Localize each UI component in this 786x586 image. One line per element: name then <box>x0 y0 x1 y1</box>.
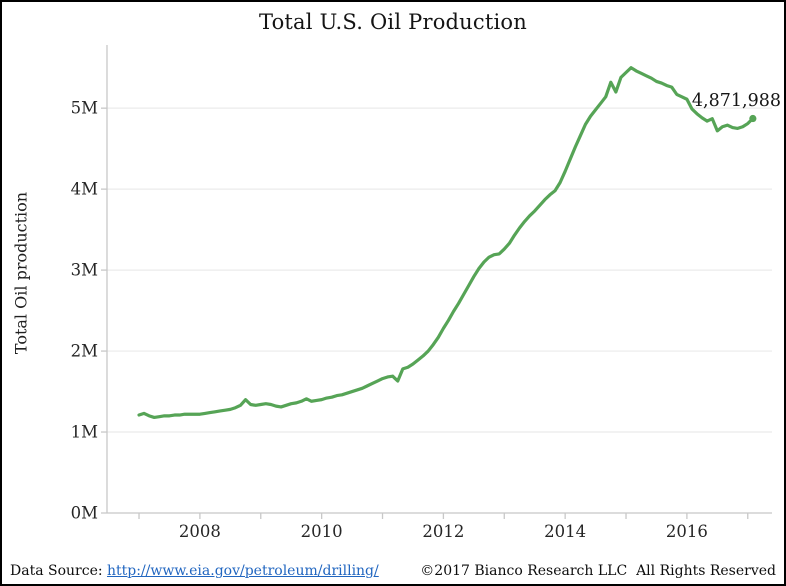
x-tick-label-2012: 2012 <box>422 522 464 541</box>
line-end-marker <box>749 114 757 123</box>
y-tick-label-5M: 5M <box>71 99 98 118</box>
data-source-link[interactable]: http://www.eia.gov/petroleum/drilling/ <box>107 563 379 579</box>
axes <box>106 45 772 514</box>
y-tick-label-2M: 2M <box>71 342 98 361</box>
x-tick-label-2014: 2014 <box>544 522 586 541</box>
last-value-annotation: 4,871,988 <box>691 91 781 111</box>
x-tick-label-2008: 2008 <box>179 522 221 541</box>
production-series <box>137 66 757 420</box>
gridlines <box>107 107 772 433</box>
data-source-prefix: Data Source: <box>10 563 108 579</box>
x-tick-label-2010: 2010 <box>301 522 343 541</box>
y-tick-label-0M: 0M <box>71 504 98 523</box>
y-tick-label-3M: 3M <box>71 261 98 280</box>
data-source: Data Source: http://www.eia.gov/petroleu… <box>10 563 379 579</box>
tick-labels: 2008 2010 2012 2014 2016 0M 1M 2M 3M 4M 5M <box>71 99 708 541</box>
copyright-text: ©2017 Bianco Research LLC All Rights Res… <box>420 563 776 579</box>
chart-title: Total U.S. Oil Production <box>259 10 527 34</box>
y-tick-label-1M: 1M <box>71 423 98 442</box>
production-line <box>137 66 755 420</box>
tick-marks <box>101 107 749 519</box>
footer: Data Source: http://www.eia.gov/petroleu… <box>2 563 784 579</box>
x-tick-label-2016: 2016 <box>666 522 708 541</box>
y-tick-label-4M: 4M <box>71 180 98 199</box>
